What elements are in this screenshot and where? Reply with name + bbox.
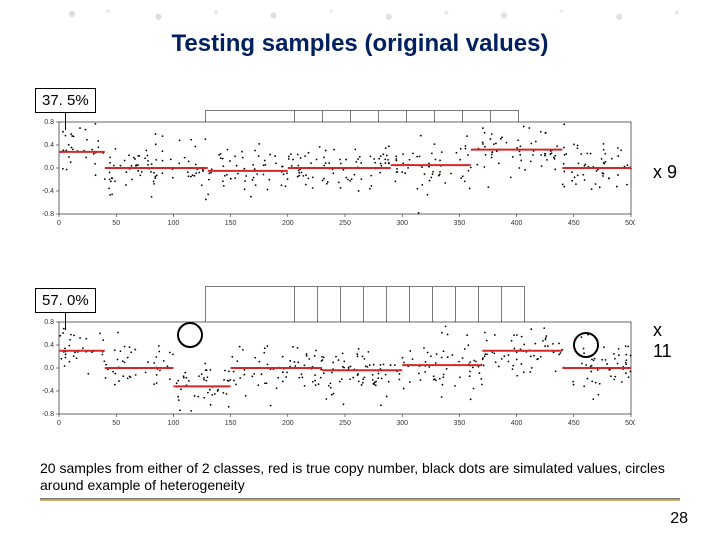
svg-text:500: 500 xyxy=(625,420,635,427)
svg-text:450: 450 xyxy=(568,220,580,227)
svg-text:350: 350 xyxy=(454,220,466,227)
svg-text:250: 250 xyxy=(339,420,351,427)
svg-text:400: 400 xyxy=(511,420,523,427)
scatter-plot-bottom: 0 50 100 150 200 250 300 350 400 450 500 -0.8 -0.4 0.… xyxy=(35,318,635,428)
caption-text: 20 samples from either of 2 classes, red… xyxy=(40,460,680,494)
label-pointer-bottom xyxy=(65,312,66,330)
svg-text:200: 200 xyxy=(282,220,294,227)
svg-text:0.4: 0.4 xyxy=(44,342,54,349)
svg-text:0.4: 0.4 xyxy=(44,142,54,149)
svg-text:0.0: 0.0 xyxy=(44,365,54,372)
svg-text:350: 350 xyxy=(454,420,466,427)
svg-text:200: 200 xyxy=(282,420,294,427)
svg-text:450: 450 xyxy=(568,420,580,427)
svg-text:500: 500 xyxy=(625,220,635,227)
svg-text:0: 0 xyxy=(57,220,61,227)
count-label-top: x 9 xyxy=(653,162,677,183)
percent-label-top: 37. 5% xyxy=(35,88,96,113)
chart-group-bottom: 57. 0% 0 50 100 150 200 250 300 350 400 450 500 -0.… xyxy=(35,290,685,440)
svg-text:400: 400 xyxy=(511,220,523,227)
slide-title: Testing samples (original values) xyxy=(0,30,720,58)
svg-text:300: 300 xyxy=(396,220,408,227)
label-pointer-top xyxy=(65,112,66,130)
svg-text:50: 50 xyxy=(112,420,120,427)
svg-text:250: 250 xyxy=(339,220,351,227)
svg-text:0.8: 0.8 xyxy=(44,119,54,126)
count-label-bottom: x 11 xyxy=(653,320,685,362)
svg-text:-0.4: -0.4 xyxy=(42,388,54,395)
svg-text:150: 150 xyxy=(225,420,237,427)
svg-text:100: 100 xyxy=(168,220,180,227)
banner-dots xyxy=(0,0,720,28)
chart-group-top: 37. 5% 0 50 100 150 200 250 300 350 400 450 500 -0.… xyxy=(35,90,685,240)
svg-text:100: 100 xyxy=(168,420,180,427)
svg-text:0.8: 0.8 xyxy=(44,319,54,326)
caption-underline xyxy=(40,498,680,501)
svg-text:150: 150 xyxy=(225,220,237,227)
svg-text:-0.4: -0.4 xyxy=(42,188,54,195)
svg-text:0.0: 0.0 xyxy=(44,165,54,172)
svg-text:-0.8: -0.8 xyxy=(42,211,54,218)
percent-label-bottom: 57. 0% xyxy=(35,288,96,313)
svg-text:300: 300 xyxy=(396,420,408,427)
scatter-plot-top: 0 50 100 150 200 250 300 350 400 450 500 -0.8 -0.4 0.… xyxy=(35,118,635,228)
svg-text:50: 50 xyxy=(112,220,120,227)
heterogeneity-circle xyxy=(177,322,203,348)
svg-text:0: 0 xyxy=(57,420,61,427)
heterogeneity-circle xyxy=(573,332,599,358)
page-number: 28 xyxy=(670,510,688,528)
svg-text:-0.8: -0.8 xyxy=(42,411,54,418)
